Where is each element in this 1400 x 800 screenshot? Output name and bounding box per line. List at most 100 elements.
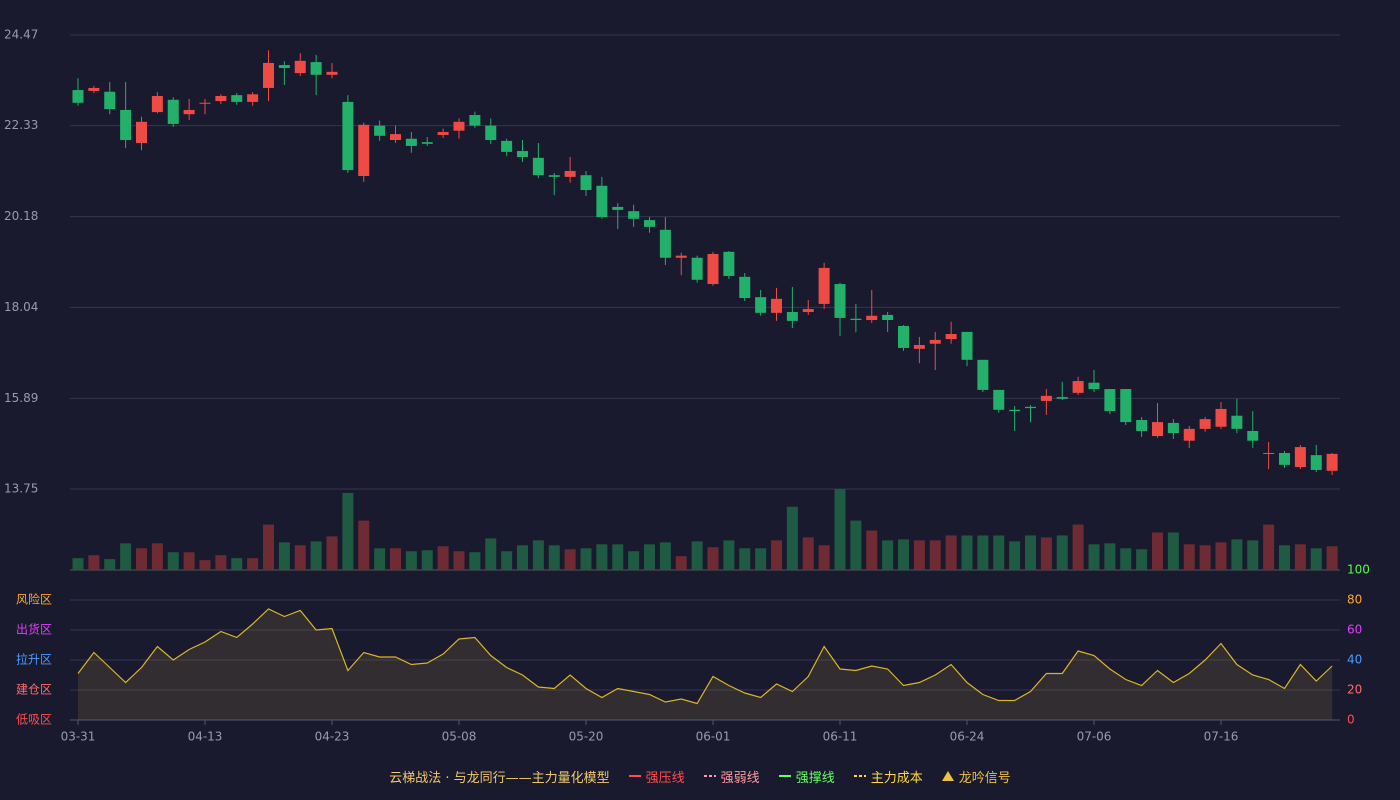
volume-bar (628, 551, 640, 570)
y-tick-label: 20.18 (4, 209, 38, 223)
volume-bar (294, 545, 306, 570)
candle-body (882, 314, 894, 321)
volume-bar (72, 558, 84, 570)
candle-body (1009, 409, 1021, 412)
legend: 云梯战法 · 与龙同行——主力量化模型 强压线 强弱线 强撑线 主力成本 龙吟信号 (0, 764, 1400, 788)
legend-item: 主力成本 (853, 767, 923, 786)
volume-bar (866, 530, 878, 570)
y-tick-label: 15.89 (4, 391, 38, 405)
volume-bar (786, 506, 798, 570)
candle-body (120, 109, 132, 141)
volume-bar (1279, 545, 1290, 570)
y-tick-label: 20 (1347, 683, 1362, 697)
candle-body (1247, 430, 1259, 441)
volume-bar (310, 541, 322, 570)
candle-body (1294, 447, 1306, 467)
volume-bar (548, 545, 560, 570)
volume-bar (755, 548, 767, 570)
candle-body (786, 311, 798, 321)
volume-bar (183, 552, 195, 570)
volume-bar (659, 542, 671, 570)
candle-body (1025, 406, 1036, 409)
candle-body (421, 142, 433, 144)
candle-body (1088, 382, 1100, 390)
candle-body (945, 333, 957, 340)
candle-body (707, 253, 719, 285)
candle-body (929, 339, 941, 344)
candle-body (501, 140, 513, 152)
volume-bar (247, 558, 259, 570)
candle-body (675, 255, 687, 258)
volume-bar (1072, 524, 1084, 570)
volume-bar (818, 545, 830, 570)
volume-bar (374, 548, 386, 570)
volume-bar (691, 541, 703, 570)
candle-body (374, 125, 386, 136)
y-tick-label: 60 (1347, 623, 1362, 637)
volume-bar (485, 538, 497, 570)
candle-body (834, 284, 846, 318)
volume-bar (580, 548, 592, 570)
volume-bar (612, 544, 624, 570)
volume-bar (913, 540, 925, 570)
x-tick-label: 06-11 (823, 730, 858, 744)
candle-body (1279, 453, 1290, 465)
volume-bar (1215, 542, 1227, 570)
candle-body (215, 95, 227, 102)
volume-bar (723, 540, 735, 570)
candle-body (151, 95, 163, 113)
volume-bar (993, 535, 1005, 570)
candle-body (977, 359, 989, 390)
candle-body (1167, 422, 1179, 434)
legend-marker (703, 775, 716, 777)
volume-bar (1263, 524, 1275, 570)
legend-item: 强弱线 (703, 767, 760, 786)
y-tick-label: 22.33 (4, 118, 38, 132)
volume-bar (929, 540, 941, 570)
legend-label: 龙吟信号 (958, 770, 1011, 786)
candle-body (1136, 419, 1148, 431)
candle-body (739, 276, 751, 298)
candle-body (326, 71, 338, 75)
candle-body (913, 345, 925, 349)
x-tick-label: 06-01 (696, 730, 731, 744)
candle-body (263, 62, 274, 88)
candle-body (342, 101, 354, 171)
zone-label: 拉升区 (16, 652, 52, 667)
candle-body (898, 325, 909, 348)
candle-body (1263, 453, 1275, 455)
volume-bar (437, 546, 449, 570)
candle-body (231, 95, 243, 102)
volume-bar (961, 535, 973, 570)
y-tick-label: 13.75 (4, 482, 38, 496)
volume-bar (707, 547, 719, 570)
chart: 24.47 22.33 20.18 18.04 15.89 13.75 0 20 40 60 80 1… (4, 28, 1370, 744)
page: {"chart_data": [ {"type": "candlestick",… (4, 27, 1370, 786)
volume-bar (739, 548, 751, 570)
candle-body (723, 251, 735, 276)
candle-body (88, 87, 100, 91)
legend-marker (778, 775, 791, 777)
volume-bar (1231, 539, 1243, 570)
candle-body (199, 102, 211, 104)
candle-body (532, 157, 544, 176)
y-tick-label: 24.47 (4, 28, 38, 42)
candle-body (1215, 408, 1227, 427)
candle-body (755, 297, 767, 313)
volume-bar (1247, 540, 1259, 570)
x-tick-label: 07-16 (1204, 730, 1239, 744)
candle-body (1120, 389, 1132, 423)
legend-label: 主力成本 (870, 770, 923, 786)
y-tick-label: 18.04 (4, 300, 38, 314)
x-tick-label: 05-20 (569, 730, 604, 744)
volume-bar (898, 539, 909, 570)
volume-bar (771, 540, 782, 570)
candle-body (802, 309, 814, 312)
volume-bar (151, 543, 163, 570)
candle-body (167, 99, 179, 124)
volume-bar (675, 556, 687, 570)
candle-body (612, 206, 624, 210)
volume-bar (136, 548, 147, 570)
candle-body (644, 220, 655, 227)
volume-bar (644, 544, 655, 570)
